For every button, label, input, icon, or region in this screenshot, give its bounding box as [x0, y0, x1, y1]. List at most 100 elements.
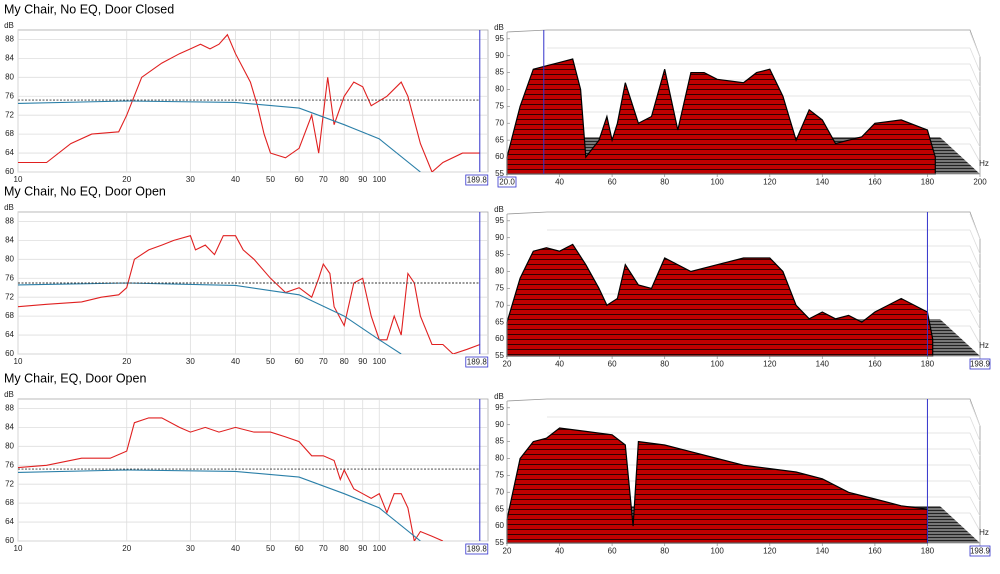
cursor-label: 198.9	[970, 360, 991, 369]
y-tick-label: 75	[495, 283, 504, 292]
x-tick-label: 60	[295, 175, 304, 184]
y-tick-label: 76	[5, 273, 14, 282]
x-tick-label: 20	[122, 544, 131, 553]
x-tick-label: 60	[608, 547, 617, 556]
x-tick-label: 80	[340, 175, 349, 184]
y-tick-label: 70	[495, 300, 504, 309]
side-grid	[969, 245, 981, 270]
y-tick-label: 72	[5, 110, 14, 119]
x-tick-label: 120	[763, 360, 777, 369]
y-tick-label: 64	[5, 148, 14, 157]
x-tick-label: 120	[763, 178, 777, 187]
y-unit: dB	[494, 205, 504, 214]
waterfall-surface	[506, 427, 928, 544]
x-tick-label: 200	[973, 178, 987, 187]
y-tick-label: 95	[495, 403, 504, 412]
x-tick-label: 60	[608, 360, 617, 369]
y-tick-label: 85	[495, 437, 504, 446]
cursor-label: 189.8	[467, 358, 488, 367]
y-tick-label: 55	[495, 538, 504, 547]
y-unit: dB	[494, 392, 504, 401]
x-tick-label: 140	[816, 360, 830, 369]
side-grid	[969, 464, 981, 487]
x-tick-label: 100	[711, 547, 725, 556]
y-tick-label: 70	[495, 487, 504, 496]
y-tick-label: 88	[5, 217, 14, 226]
cursor-label: 198.9	[970, 547, 991, 556]
side-grid	[969, 63, 981, 88]
y-tick-label: 60	[495, 521, 504, 530]
cursor-label: 189.8	[467, 176, 488, 185]
waterfall-surface	[506, 243, 934, 357]
x-tick-label: 80	[660, 547, 669, 556]
x-tick-label: 30	[186, 175, 195, 184]
x-tick-label: 60	[608, 178, 617, 187]
series-line	[18, 417, 444, 541]
x-unit: Hz	[979, 528, 989, 537]
chart-title: My Chair, EQ, Door Open	[4, 371, 146, 385]
cursor-label: 189.8	[467, 545, 488, 554]
x-tick-label: 60	[295, 544, 304, 553]
y-tick-label: 60	[5, 349, 14, 358]
x-unit: Hz	[979, 159, 989, 168]
y-tick-label: 75	[495, 470, 504, 479]
x-tick-label: 40	[231, 175, 240, 184]
cursor-box	[969, 545, 991, 557]
y-tick-label: 80	[495, 267, 504, 276]
y-tick-label: 60	[5, 536, 14, 545]
y-tick-label: 55	[495, 169, 504, 178]
x-tick-label: 100	[373, 357, 387, 366]
x-unit: Hz	[979, 341, 989, 350]
x-tick-label: 180	[921, 360, 935, 369]
y-tick-label: 68	[5, 129, 14, 138]
x-tick-label: 80	[340, 357, 349, 366]
x-tick-label: 80	[660, 360, 669, 369]
x-tick-label: 10	[14, 175, 23, 184]
cursor-box	[969, 358, 991, 370]
side-grid	[969, 95, 981, 118]
x-tick-label: 180	[921, 178, 935, 187]
x-tick-label: 160	[868, 360, 882, 369]
chart-title: My Chair, No EQ, Door Closed	[4, 2, 174, 16]
plot-area	[17, 398, 489, 542]
series-line	[18, 33, 480, 172]
side-grid	[969, 213, 981, 240]
y-tick-label: 95	[495, 34, 504, 43]
y-tick-label: 80	[495, 454, 504, 463]
x-tick-label: 70	[319, 175, 328, 184]
x-tick-label: 10	[14, 544, 23, 553]
y-unit: dB	[4, 21, 14, 30]
side-grid	[969, 480, 981, 502]
x-tick-label: 60	[295, 357, 304, 366]
x-tick-label: 140	[816, 178, 830, 187]
x-tick-label: 40	[555, 178, 564, 187]
y-tick-label: 72	[5, 292, 14, 301]
y-tick-label: 85	[495, 250, 504, 259]
y-tick-label: 80	[5, 254, 14, 263]
waterfall-surface	[506, 58, 936, 175]
x-tick-label: 20	[503, 360, 512, 369]
y-tick-label: 68	[5, 498, 14, 507]
side-grid	[969, 261, 981, 285]
x-tick-label: 180	[921, 547, 935, 556]
y-unit: dB	[494, 23, 504, 32]
x-tick-label: 140	[816, 547, 830, 556]
y-tick-label: 65	[495, 135, 504, 144]
x-tick-label: 90	[358, 357, 367, 366]
y-tick-label: 84	[5, 236, 14, 245]
x-tick-label: 50	[266, 544, 275, 553]
side-grid	[969, 79, 981, 103]
x-tick-label: 70	[319, 357, 328, 366]
y-unit: dB	[4, 390, 14, 399]
y-tick-label: 60	[495, 334, 504, 343]
back-wall	[506, 398, 981, 543]
x-tick-label: 40	[231, 544, 240, 553]
y-tick-label: 90	[495, 51, 504, 60]
x-tick-label: 10	[14, 357, 23, 366]
y-tick-label: 88	[5, 35, 14, 44]
cursor-box	[465, 543, 489, 555]
x-tick-label: 80	[660, 178, 669, 187]
side-grid	[969, 277, 981, 300]
side-grid	[969, 309, 981, 330]
x-tick-label: 30	[186, 544, 195, 553]
